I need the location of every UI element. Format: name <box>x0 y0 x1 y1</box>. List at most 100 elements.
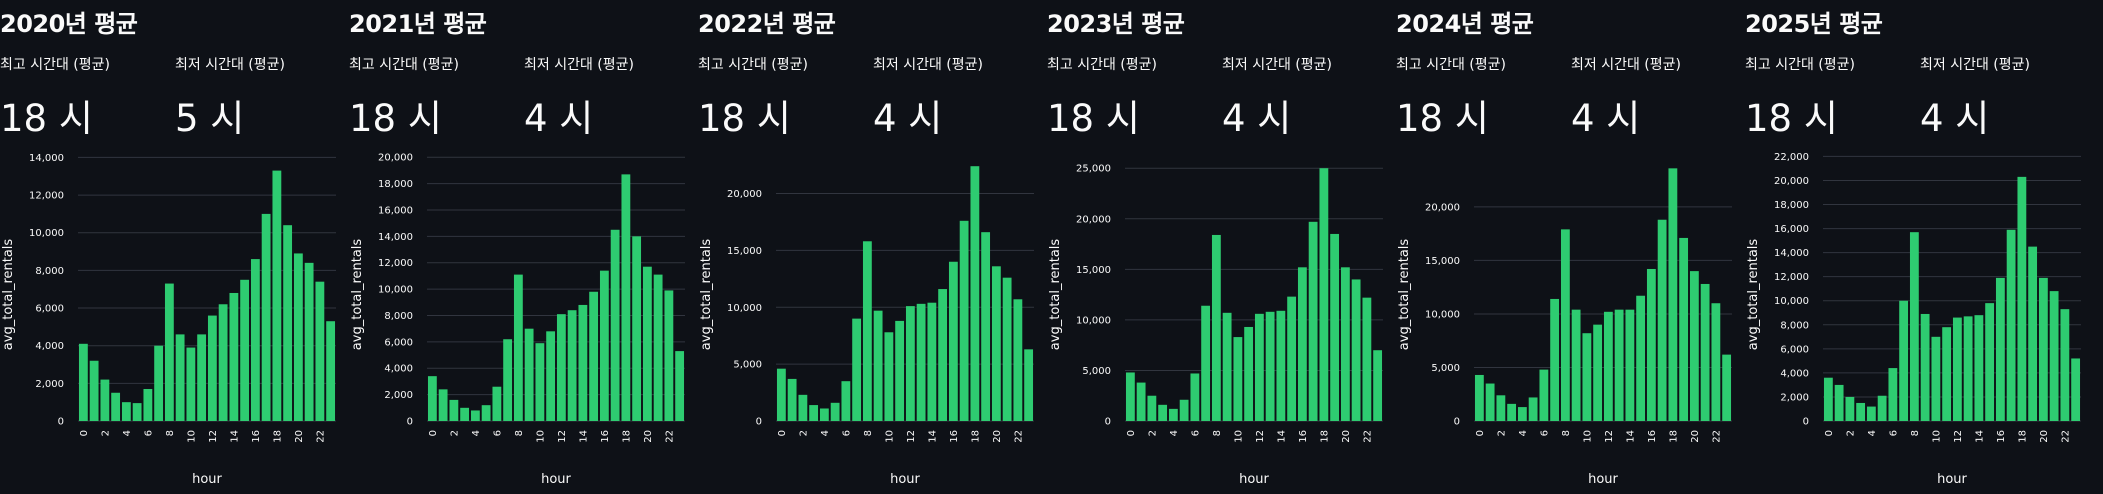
year-panel-2: 2022년 평균 최고 시간대 (평균) 18 시 최저 시간대 (평균) 4 … <box>698 0 1047 494</box>
y-tick-label: 10,000 <box>1425 309 1460 320</box>
x-tick-label: 4 <box>1518 430 1529 436</box>
x-tick-label: 2 <box>798 430 809 436</box>
bar-hour-6 <box>143 388 153 421</box>
bar-hour-11 <box>1942 327 1952 421</box>
bar-hour-10 <box>1931 336 1941 421</box>
low-hour-value: 5 시 <box>175 97 245 140</box>
y-tick-label: 10,000 <box>1774 296 1809 307</box>
panel-title: 2025년 평균 <box>1745 10 1883 38</box>
bar-hour-10 <box>535 343 545 421</box>
y-tick-label: 18,000 <box>378 179 413 190</box>
bar-hour-1 <box>438 389 448 421</box>
x-tick-label: 6 <box>1888 430 1899 436</box>
bar-hour-2 <box>449 399 459 421</box>
low-hour-metric: 최저 시간대 (평균) 4 시 <box>1222 54 1332 142</box>
bar-hour-13 <box>1265 311 1275 421</box>
bar-hour-9 <box>1222 312 1232 421</box>
bar-hour-12 <box>207 315 217 421</box>
bar-hour-2 <box>798 394 808 421</box>
bar-hour-4 <box>819 408 829 421</box>
x-tick-label: 20 <box>2039 430 2050 443</box>
peak-hour-metric: 최고 시간대 (평균) 18 시 <box>1745 54 1855 142</box>
year-panel-3: 2023년 평균 최고 시간대 (평균) 18 시 최저 시간대 (평균) 4 … <box>1047 0 1396 494</box>
x-tick-label: 16 <box>949 430 960 443</box>
y-tick-label: 14,000 <box>29 153 64 164</box>
y-tick-label: 4,000 <box>1780 368 1809 379</box>
bar-hour-3 <box>460 407 470 421</box>
x-axis-title: hour <box>192 472 222 487</box>
y-tick-label: 20,000 <box>1774 176 1809 187</box>
y-axis-title: avg_total_rentals <box>1397 239 1412 351</box>
bar-hour-22 <box>1711 303 1721 421</box>
bar-hour-22 <box>1362 297 1372 421</box>
bar-hour-22 <box>1013 299 1023 421</box>
x-tick-label: 16 <box>1298 430 1309 443</box>
x-tick-label: 10 <box>884 430 895 443</box>
y-tick-label: 4,000 <box>384 364 413 375</box>
bar-hour-0 <box>776 368 786 421</box>
bar-hour-5 <box>830 402 840 421</box>
bar-hour-15 <box>938 289 948 421</box>
bar-hour-7 <box>1201 305 1211 421</box>
bar-hour-5 <box>1179 399 1189 421</box>
x-tick-label: 0 <box>1126 430 1137 436</box>
y-tick-label: 5,000 <box>1431 363 1460 374</box>
low-hour-value: 4 시 <box>1222 97 1292 140</box>
y-tick-label: 0 <box>756 417 762 428</box>
low-hour-metric: 최저 시간대 (평균) 4 시 <box>1571 54 1681 142</box>
bar-hour-0 <box>1823 377 1833 421</box>
bar-hour-20 <box>1340 267 1350 421</box>
y-tick-label: 4,000 <box>35 341 64 352</box>
bar-hour-4 <box>121 402 131 421</box>
y-tick-label: 15,000 <box>727 246 762 257</box>
x-tick-label: 10 <box>186 430 197 443</box>
bar-hour-18 <box>1319 168 1329 421</box>
bar-hour-13 <box>1614 309 1624 421</box>
bar-hour-6 <box>492 386 502 421</box>
bar-hour-3 <box>809 405 819 421</box>
bar-hour-9 <box>873 310 883 421</box>
bar-hour-19 <box>283 225 293 421</box>
bar-hour-5 <box>481 405 491 421</box>
bar-hour-11 <box>1244 326 1254 421</box>
y-tick-label: 20,000 <box>1425 202 1460 213</box>
y-tick-label: 16,000 <box>1774 224 1809 235</box>
y-tick-label: 8,000 <box>384 311 413 322</box>
hourly-rentals-bar-chart: 0 2,000 4,000 6,000 8,000 10,000 12,000 14,000 1… <box>1746 152 2081 487</box>
bar-hour-8 <box>1211 234 1221 421</box>
x-tick-label: 14 <box>229 430 240 443</box>
x-tick-label: 14 <box>927 430 938 443</box>
y-tick-label: 8,000 <box>35 266 64 277</box>
panel-title: 2022년 평균 <box>698 10 836 38</box>
bar-hour-20 <box>293 253 303 421</box>
x-tick-label: 22 <box>315 430 326 443</box>
x-tick-label: 6 <box>841 430 852 436</box>
bar-hour-11 <box>546 331 556 421</box>
low-hour-label: 최저 시간대 (평균) <box>1222 57 1332 73</box>
x-tick-label: 12 <box>1604 430 1615 443</box>
bar-hour-19 <box>632 236 642 421</box>
y-tick-label: 25,000 <box>1076 164 1111 175</box>
x-tick-label: 8 <box>1561 430 1572 436</box>
bar-hour-2 <box>1496 395 1506 421</box>
bar-hour-16 <box>1646 268 1656 421</box>
y-tick-label: 8,000 <box>1780 320 1809 331</box>
bar-hour-21 <box>304 262 314 421</box>
x-tick-label: 0 <box>428 430 439 436</box>
low-hour-label: 최저 시간대 (평균) <box>873 57 983 73</box>
bar-hour-16 <box>1995 277 2005 421</box>
y-tick-label: 14,000 <box>1774 248 1809 259</box>
x-tick-label: 12 <box>557 430 568 443</box>
year-panel-4: 2024년 평균 최고 시간대 (평균) 18 시 최저 시간대 (평균) 4 … <box>1396 0 1745 494</box>
y-axis-title: avg_total_rentals <box>699 239 714 351</box>
peak-hour-value: 18 시 <box>0 97 93 140</box>
bar-hour-23 <box>326 321 336 421</box>
x-tick-label: 16 <box>600 430 611 443</box>
year-panel-5: 2025년 평균 최고 시간대 (평균) 18 시 최저 시간대 (평균) 4 … <box>1745 0 2094 494</box>
x-tick-label: 6 <box>1539 430 1550 436</box>
bar-hour-16 <box>250 259 260 421</box>
panel-title: 2023년 평균 <box>1047 10 1185 38</box>
y-axis-title: avg_total_rentals <box>350 239 365 351</box>
hourly-rentals-bar-chart: 0 2,000 4,000 6,000 8,000 10,000 12,000 14,000 1… <box>350 153 685 487</box>
